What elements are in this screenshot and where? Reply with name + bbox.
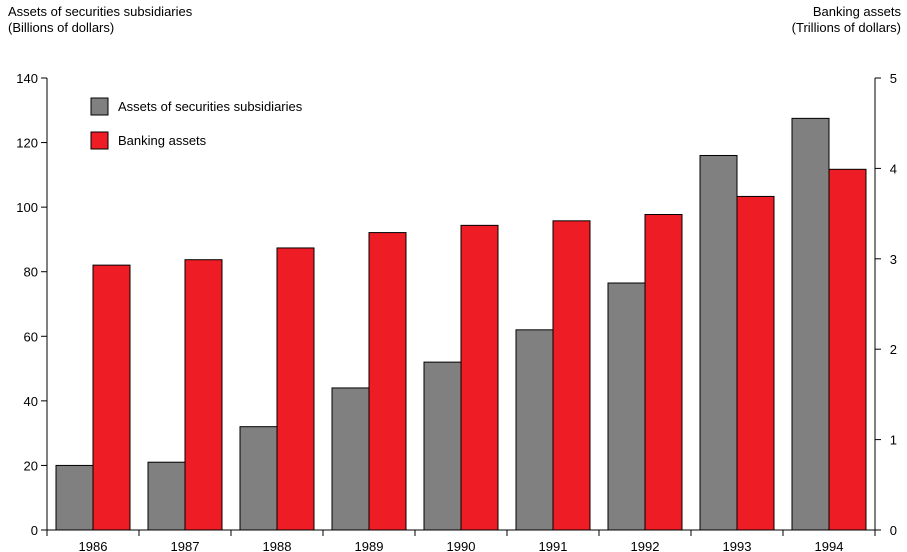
left-tick-label: 60 bbox=[24, 329, 38, 344]
x-tick-label: 1986 bbox=[79, 539, 108, 552]
x-tick-label: 1993 bbox=[723, 539, 752, 552]
right-tick-label: 0 bbox=[890, 523, 897, 538]
left-tick-label: 20 bbox=[24, 458, 38, 473]
left-axis-title-line1: Assets of securities subsidiaries bbox=[8, 4, 193, 19]
bar-banking-assets bbox=[552, 220, 591, 531]
right-axis-title: Banking assets (Trillions of dollars) bbox=[792, 4, 901, 36]
left-axis-title: Assets of securities subsidiaries (Billi… bbox=[8, 4, 192, 36]
bar-banking-assets bbox=[828, 168, 867, 531]
bar-banking-assets bbox=[736, 195, 775, 531]
left-tick-label: 140 bbox=[16, 71, 38, 86]
bar-banking-assets bbox=[184, 259, 223, 531]
bar-banking-assets bbox=[276, 247, 315, 531]
x-tick-label: 1991 bbox=[539, 539, 568, 552]
left-axis-ticks: 0 20 40 60 80 100 120 140 bbox=[16, 71, 47, 538]
right-tick-label: 1 bbox=[890, 433, 897, 448]
right-tick-label: 3 bbox=[890, 252, 897, 267]
right-tick-label: 4 bbox=[890, 161, 897, 176]
bar-securities-subsidiaries bbox=[331, 387, 370, 531]
right-tick-label: 5 bbox=[890, 71, 897, 86]
legend-label: Banking assets bbox=[118, 133, 207, 148]
left-tick-label: 80 bbox=[24, 265, 38, 280]
bar-banking-assets bbox=[644, 214, 683, 531]
bar-banking-assets bbox=[460, 224, 499, 531]
bar-securities-subsidiaries bbox=[147, 461, 186, 531]
bar-banking-assets bbox=[92, 264, 131, 531]
bar-banking-assets bbox=[368, 232, 407, 531]
bars bbox=[55, 117, 867, 531]
right-axis-ticks: 0 1 2 3 4 5 bbox=[875, 71, 897, 538]
bar-securities-subsidiaries bbox=[607, 282, 646, 531]
legend: Assets of securities subsidiaries Banking… bbox=[90, 97, 303, 150]
x-tick-label: 1987 bbox=[171, 539, 200, 552]
x-tick-label: 1994 bbox=[815, 539, 844, 552]
x-tick-label: 1992 bbox=[631, 539, 660, 552]
x-tick-label: 1988 bbox=[263, 539, 292, 552]
legend-swatch bbox=[90, 131, 109, 150]
x-tick-label: 1989 bbox=[355, 539, 384, 552]
left-tick-label: 0 bbox=[31, 523, 38, 538]
right-tick-label: 2 bbox=[890, 342, 897, 357]
bar-securities-subsidiaries bbox=[55, 464, 94, 531]
left-axis-title-line2: (Billions of dollars) bbox=[8, 20, 115, 35]
x-axis-ticks: 1986 1987 1988 1989 1990 1991 1992 1993 1994 bbox=[46, 530, 876, 552]
legend-swatch bbox=[90, 97, 109, 116]
left-tick-label: 100 bbox=[16, 200, 38, 215]
x-tick-label: 1990 bbox=[447, 539, 476, 552]
bar-securities-subsidiaries bbox=[699, 154, 738, 531]
bar-securities-subsidiaries bbox=[515, 329, 554, 531]
legend-label: Assets of securities subsidiaries bbox=[118, 99, 303, 114]
bar-securities-subsidiaries bbox=[239, 426, 278, 531]
bar-securities-subsidiaries bbox=[423, 361, 462, 531]
left-tick-label: 120 bbox=[16, 136, 38, 151]
right-axis-title-line2: (Trillions of dollars) bbox=[791, 20, 901, 35]
right-axis-title-line1: Banking assets bbox=[812, 4, 901, 19]
left-tick-label: 40 bbox=[24, 394, 38, 409]
bar-securities-subsidiaries bbox=[791, 117, 830, 531]
